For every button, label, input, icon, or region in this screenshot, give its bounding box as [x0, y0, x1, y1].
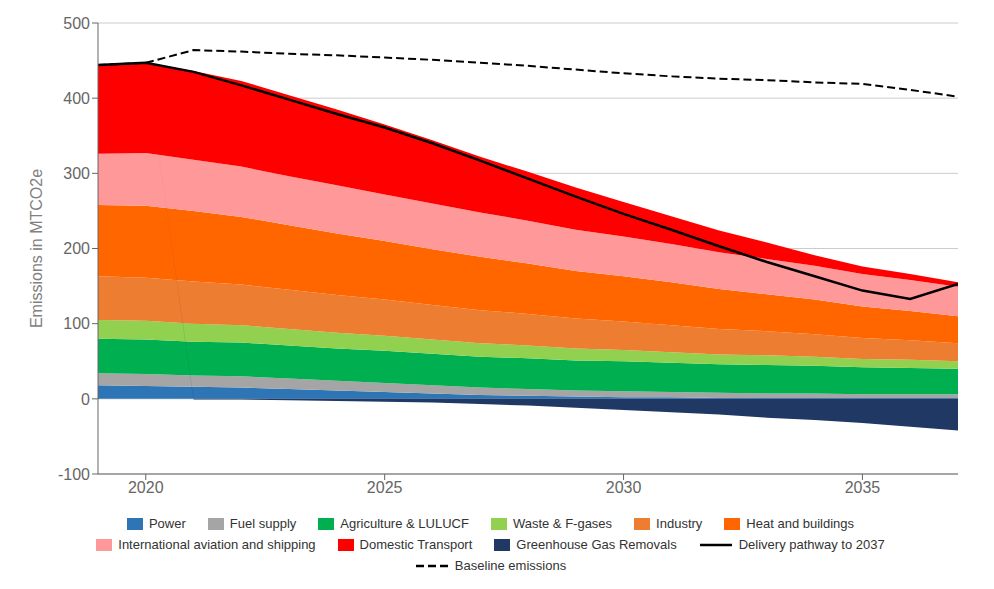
- svg-text:500: 500: [63, 15, 90, 32]
- html-text:Baseline emissions: Baseline emissions: [454, 558, 567, 573]
- svg-text:2030: 2030: [606, 479, 642, 496]
- html-text:Fuel supply: Fuel supply: [229, 516, 297, 531]
- html-text:Domestic Transport: Domestic Transport: [359, 537, 473, 552]
- html-text:Power: Power: [148, 516, 186, 531]
- html-text:Greenhouse Gas Removals: Greenhouse Gas Removals: [516, 537, 677, 552]
- html-text:Agriculture & LULUCF: Agriculture & LULUCF: [340, 516, 469, 531]
- html-text:Delivery pathway to 2037: Delivery pathway to 2037: [738, 537, 885, 552]
- svg-text:300: 300: [63, 165, 90, 182]
- svg-text:2020: 2020: [128, 479, 164, 496]
- svg-text:Emissions in MTCO2e: Emissions in MTCO2e: [28, 169, 45, 328]
- svg-text:400: 400: [63, 90, 90, 107]
- html-text:International aviation and shi: International aviation and shipping: [118, 537, 316, 552]
- svg-text:2025: 2025: [367, 479, 403, 496]
- html-text:Heat and buildings: Heat and buildings: [746, 516, 855, 531]
- html-text:Industry: Industry: [656, 516, 703, 531]
- svg-text:2035: 2035: [845, 479, 881, 496]
- svg-text:0: 0: [81, 391, 90, 408]
- svg-text:200: 200: [63, 240, 90, 257]
- svg-text:100: 100: [63, 315, 90, 332]
- svg-text:-100: -100: [58, 466, 90, 483]
- html-text:Waste & F-gases: Waste & F-gases: [512, 516, 613, 531]
